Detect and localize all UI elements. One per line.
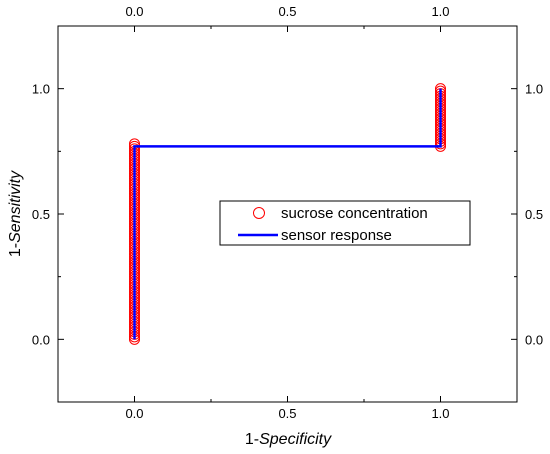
x-tick-label: 0.5 xyxy=(278,406,296,421)
y-tick-label: 0.0 xyxy=(32,332,50,347)
y-axis-title-prefix: 1- xyxy=(7,243,24,257)
axis-ticks: 0.0 0.0 0.5 0.5 1.0 1.0 0.0 0.0 0.5 0.5 1.0 1.0 xyxy=(32,4,543,421)
legend: sucrose concentration sensor response xyxy=(219,200,471,246)
x-axis-title-emph: Specificity xyxy=(259,431,332,448)
y-right-tick-label: 1.0 xyxy=(525,82,543,97)
x-top-tick-label: 1.0 xyxy=(431,4,449,19)
y-tick-label: 0.5 xyxy=(32,207,50,222)
x-axis-title: 1-Specificity xyxy=(245,431,332,448)
x-top-tick-label: 0.0 xyxy=(125,4,143,19)
x-tick-label: 1.0 xyxy=(431,406,449,421)
legend-label-sucrose: sucrose concentration xyxy=(281,205,428,222)
sensor-response-line xyxy=(133,88,442,340)
x-axis-title-prefix: 1- xyxy=(245,431,259,448)
legend-marker-sucrose xyxy=(253,207,265,219)
y-axis-title-emph: Sensitivity xyxy=(7,170,24,243)
y-right-tick-label: 0.0 xyxy=(525,332,543,347)
legend-label-sensor: sensor response xyxy=(281,227,392,244)
x-tick-label: 0.0 xyxy=(125,406,143,421)
y-right-tick-label: 0.5 xyxy=(525,207,543,222)
y-axis-title: 1-Sensitivity xyxy=(7,170,24,257)
y-tick-label: 1.0 xyxy=(32,82,50,97)
data-layer xyxy=(129,83,446,345)
x-top-tick-label: 0.5 xyxy=(278,4,296,19)
